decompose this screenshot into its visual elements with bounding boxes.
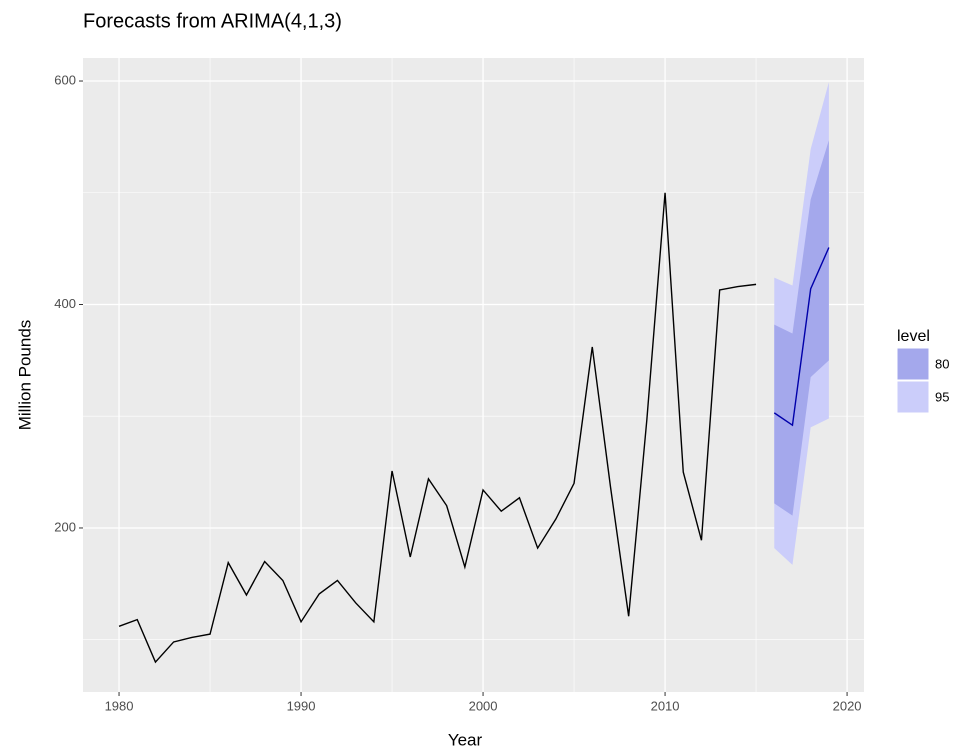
x-tick-label: 2000 (469, 698, 498, 713)
legend-title: level (897, 328, 930, 345)
history-line (118, 192, 757, 664)
y-tick-label: 600 (54, 72, 76, 87)
legend-swatch (896, 380, 930, 414)
y-tick-label: 200 (54, 519, 76, 534)
chart-title: Forecasts from ARIMA(4,1,3) (83, 10, 342, 32)
x-tick-label: 1980 (105, 698, 134, 713)
forecast-line (773, 247, 830, 427)
plot-background (83, 58, 864, 692)
x-tick-label: 1990 (287, 698, 316, 713)
x-tick-label: 2010 (651, 698, 680, 713)
legend-label: 95 (935, 389, 949, 404)
x-axis-label: Year (448, 730, 483, 749)
y-axis-label: Million Pounds (15, 320, 34, 431)
legend-swatch (896, 347, 930, 381)
legend-label: 80 (935, 356, 949, 371)
x-tick-label: 2020 (833, 698, 862, 713)
y-tick-label: 400 (54, 296, 76, 311)
